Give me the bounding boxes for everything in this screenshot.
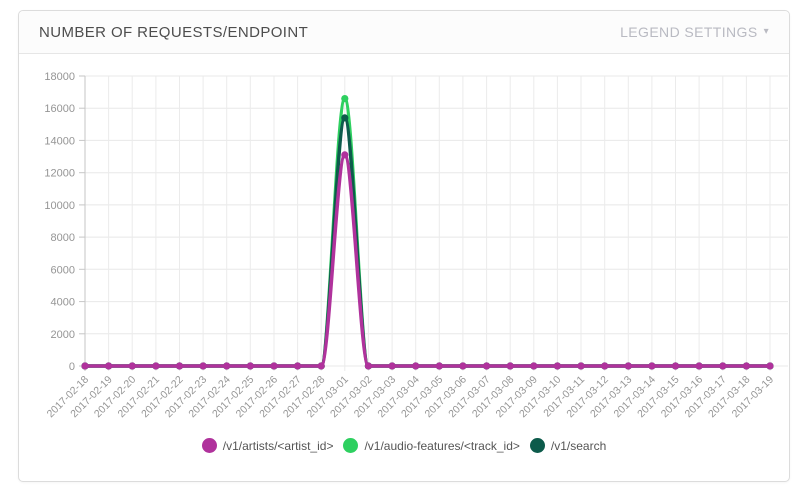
legend-swatch-icon xyxy=(529,438,545,453)
data-point xyxy=(435,362,443,370)
chart-grid: 0 2000 4000 6000 8000 10000 12000 14000 16000 180… xyxy=(44,71,788,420)
y-axis-label: 0 xyxy=(69,361,75,373)
legend-settings-button[interactable]: LEGEND SETTINGS ▾ xyxy=(620,24,769,40)
data-point xyxy=(81,362,89,370)
data-point xyxy=(341,95,349,103)
data-point xyxy=(270,362,278,370)
data-point xyxy=(152,362,160,370)
data-point xyxy=(175,362,184,370)
data-point xyxy=(601,362,609,370)
data-point xyxy=(199,362,207,370)
series-line xyxy=(81,151,774,370)
data-point xyxy=(695,362,703,370)
data-point xyxy=(648,362,656,370)
data-point xyxy=(105,362,113,370)
data-point xyxy=(341,114,349,122)
y-axis-label: 2000 xyxy=(51,329,75,341)
legend-item[interactable]: /v1/artists/<artist_id> xyxy=(201,438,334,453)
y-axis-label: 12000 xyxy=(44,168,75,180)
data-point xyxy=(294,362,302,370)
chart-card: NUMBER OF REQUESTS/ENDPOINT LEGEND SETTI… xyxy=(18,10,790,482)
data-point xyxy=(388,362,396,370)
chart-header: NUMBER OF REQUESTS/ENDPOINT LEGEND SETTI… xyxy=(19,11,789,54)
data-point xyxy=(483,362,491,370)
y-axis-label: 4000 xyxy=(51,297,75,309)
data-point xyxy=(223,362,231,370)
data-point xyxy=(742,362,751,370)
data-point xyxy=(246,362,254,370)
y-axis-label: 8000 xyxy=(51,232,75,244)
data-point xyxy=(577,362,585,370)
data-point xyxy=(412,362,420,370)
y-axis-label: 10000 xyxy=(44,200,75,212)
data-point xyxy=(719,362,727,370)
legend-item-label: /v1/artists/<artist_id> xyxy=(222,438,334,453)
legend-item[interactable]: /v1/audio-features/<track_id> xyxy=(343,438,520,453)
series-path xyxy=(84,116,770,368)
data-point xyxy=(671,362,680,370)
legend-swatch-icon xyxy=(201,438,217,453)
chevron-down-icon: ▾ xyxy=(763,26,769,37)
series-line xyxy=(81,95,774,370)
data-point xyxy=(624,362,632,370)
legend-item-label: /v1/audio-features/<track_id> xyxy=(364,438,520,453)
legend-item-label: /v1/search xyxy=(550,438,607,453)
chart-legend: /v1/artists/<artist_id> /v1/audio-feature… xyxy=(19,438,789,453)
data-point xyxy=(317,362,325,370)
data-point xyxy=(128,362,136,370)
data-point xyxy=(364,362,372,370)
legend-swatch-icon xyxy=(343,438,359,453)
data-point xyxy=(506,362,514,370)
data-point xyxy=(553,362,562,370)
data-point xyxy=(530,362,538,370)
series-path xyxy=(84,153,770,368)
series-path xyxy=(84,96,770,368)
chart-title: NUMBER OF REQUESTS/ENDPOINT xyxy=(39,23,309,41)
y-axis-label: 14000 xyxy=(44,135,75,147)
y-axis-label: 6000 xyxy=(51,264,75,276)
line-chart: 0 2000 4000 6000 8000 10000 12000 14000 16000 180… xyxy=(44,71,788,420)
chart-body: 0 2000 4000 6000 8000 10000 12000 14000 16000 180… xyxy=(19,54,789,453)
y-axis-label: 18000 xyxy=(44,71,75,83)
data-point xyxy=(766,362,774,370)
legend-item[interactable]: /v1/search xyxy=(529,438,607,453)
y-axis-label: 16000 xyxy=(44,103,75,115)
legend-settings-label: LEGEND SETTINGS xyxy=(620,24,758,40)
data-point xyxy=(341,151,349,159)
data-point xyxy=(459,362,467,370)
series-line xyxy=(81,114,774,370)
